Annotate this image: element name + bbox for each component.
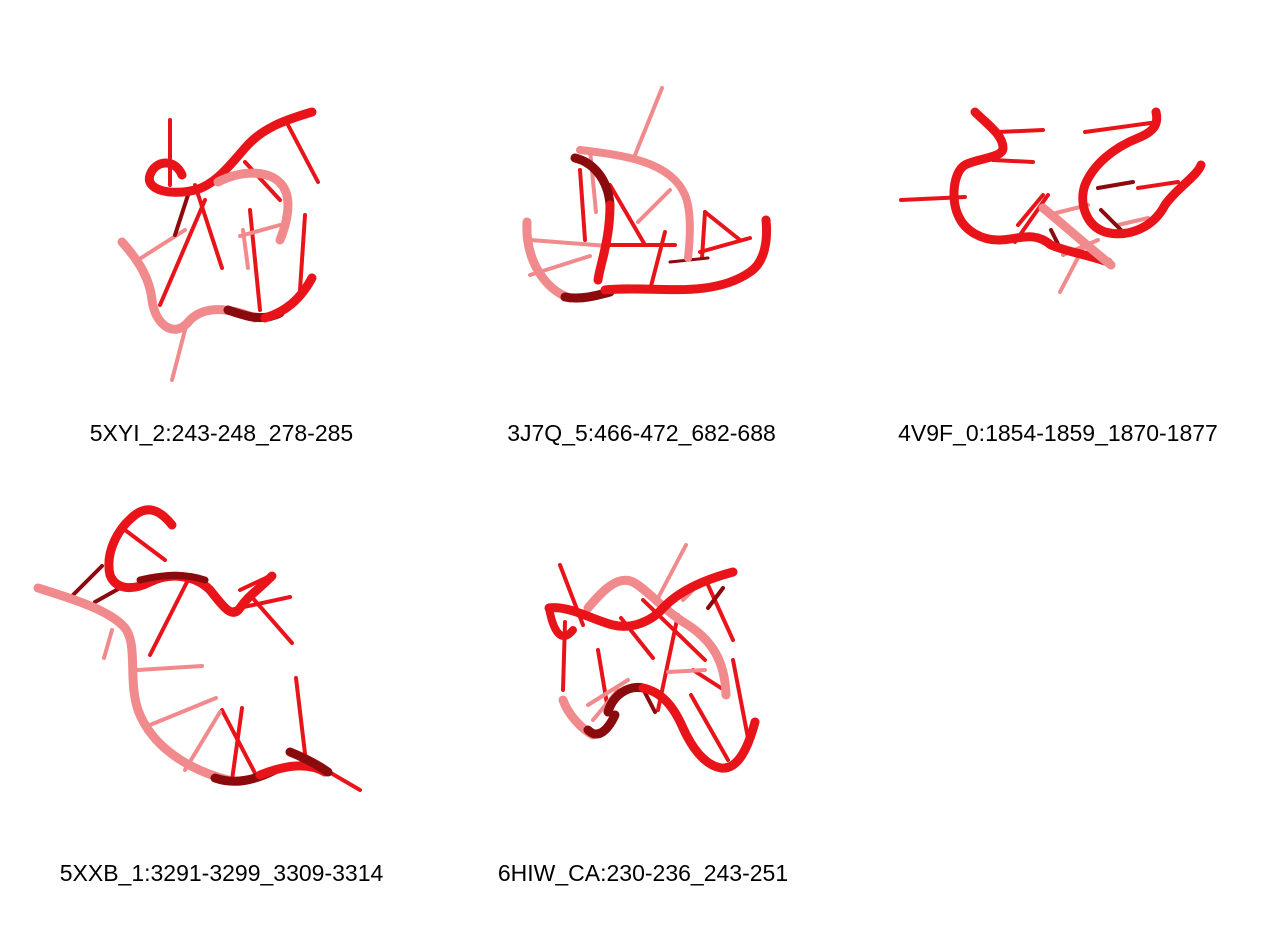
structure-caption: 5XXB_1:3291-3299_3309-3314 (59, 860, 384, 886)
structure-panel-5: 6HIW_CA:230-236_243-251 (443, 480, 843, 940)
structure-caption: 5XYI_2:243-248_278-285 (89, 420, 354, 446)
structure-panel-3: 4V9F_0:1854-1859_1870-1877 (853, 0, 1280, 460)
structure-image-5xxb (33, 505, 362, 792)
structure-panel-2: 3J7Q_5:466-472_682-688 (430, 0, 853, 460)
structure-caption: 4V9F_0:1854-1859_1870-1877 (898, 420, 1218, 446)
structure-caption: 6HIW_CA:230-236_243-251 (497, 860, 789, 886)
structure-image-4v9f (899, 107, 1206, 294)
structure-caption: 3J7Q_5:466-472_682-688 (507, 420, 776, 446)
structure-panel-4: 5XXB_1:3291-3299_3309-3314 (0, 480, 443, 940)
structure-panel-1: 5XYI_2:243-248_278-285 (0, 0, 430, 460)
structure-image-3j7q (522, 86, 772, 303)
structure-image-5xyi (117, 107, 320, 382)
structure-image-6hiw (544, 543, 760, 773)
